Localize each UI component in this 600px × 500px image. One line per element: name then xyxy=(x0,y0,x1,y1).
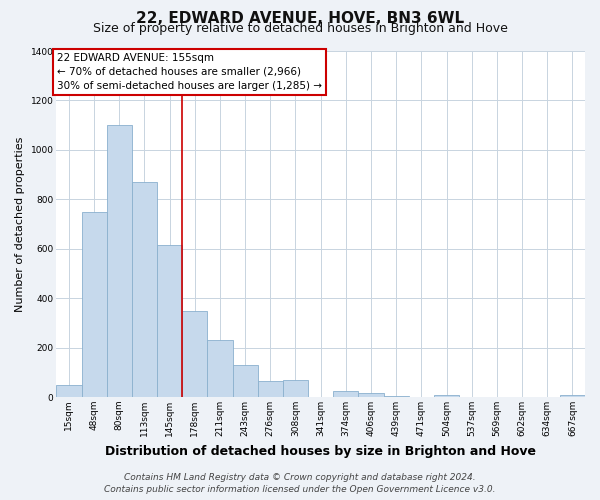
Text: 22, EDWARD AVENUE, HOVE, BN3 6WL: 22, EDWARD AVENUE, HOVE, BN3 6WL xyxy=(136,11,464,26)
Text: Contains HM Land Registry data © Crown copyright and database right 2024.
Contai: Contains HM Land Registry data © Crown c… xyxy=(104,472,496,494)
Bar xyxy=(258,381,283,397)
Bar xyxy=(208,340,233,397)
Bar xyxy=(358,394,383,397)
Bar xyxy=(132,182,157,397)
Bar xyxy=(333,391,358,397)
Text: Size of property relative to detached houses in Brighton and Hove: Size of property relative to detached ho… xyxy=(92,22,508,35)
Bar xyxy=(182,310,208,397)
Text: 22 EDWARD AVENUE: 155sqm
← 70% of detached houses are smaller (2,966)
30% of sem: 22 EDWARD AVENUE: 155sqm ← 70% of detach… xyxy=(57,52,322,90)
Bar xyxy=(233,365,258,397)
Bar xyxy=(283,380,308,397)
Bar xyxy=(107,125,132,397)
X-axis label: Distribution of detached houses by size in Brighton and Hove: Distribution of detached houses by size … xyxy=(105,444,536,458)
Bar xyxy=(56,384,82,397)
Bar xyxy=(383,396,409,397)
Y-axis label: Number of detached properties: Number of detached properties xyxy=(15,136,25,312)
Bar xyxy=(157,245,182,397)
Bar xyxy=(560,394,585,397)
Bar xyxy=(82,212,107,397)
Bar xyxy=(434,394,459,397)
